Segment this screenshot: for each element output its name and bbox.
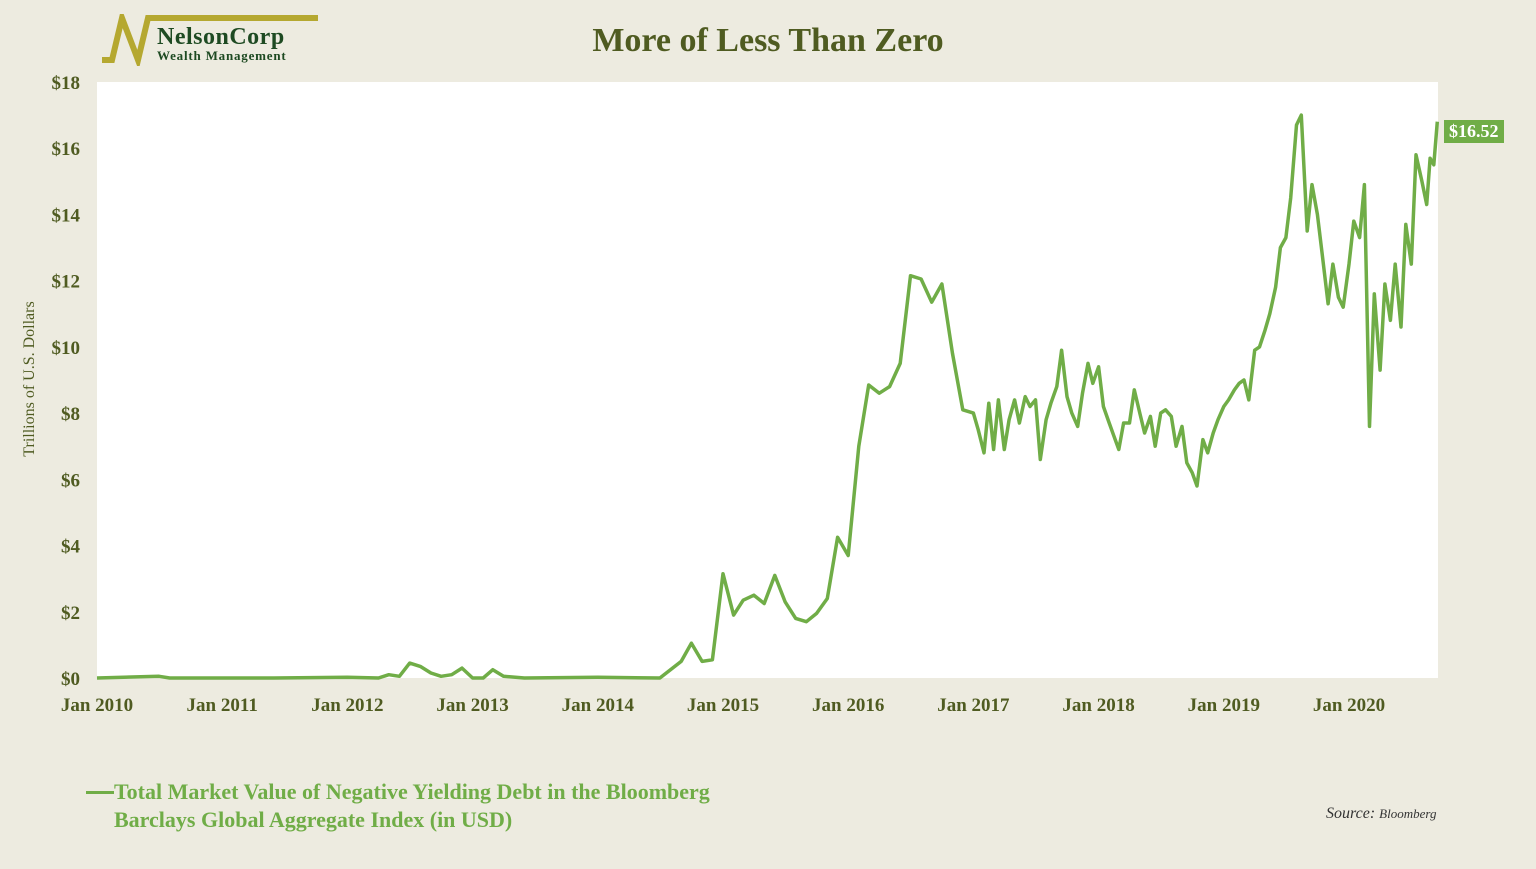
x-tick-label: Jan 2014 xyxy=(562,695,635,716)
x-tick-label: Jan 2011 xyxy=(187,695,258,716)
legend-label: Total Market Value of Negative Yielding … xyxy=(114,779,710,832)
y-tick-label: $8 xyxy=(61,404,80,425)
end-value-label: $16.52 xyxy=(1444,120,1504,143)
x-tick-label: Jan 2019 xyxy=(1188,695,1260,716)
y-tick-label: $6 xyxy=(61,470,80,491)
x-tick-label: Jan 2017 xyxy=(937,695,1010,716)
legend: Total Market Value of Negative Yielding … xyxy=(86,778,794,834)
x-tick-label: Jan 2016 xyxy=(812,695,884,716)
series-line xyxy=(96,113,1440,680)
y-tick-label: $16 xyxy=(52,139,81,160)
chart-title: More of Less Than Zero xyxy=(592,22,944,59)
y-tick-label: $4 xyxy=(61,537,81,558)
logo-name: NelsonCorp xyxy=(157,24,285,50)
x-tick-label: Jan 2013 xyxy=(436,695,508,716)
y-tick-label: $0 xyxy=(61,669,80,690)
x-tick-label: Jan 2010 xyxy=(61,695,133,716)
y-tick-label: $12 xyxy=(52,272,81,293)
logo-subtitle: Wealth Management xyxy=(157,48,287,63)
legend-swatch xyxy=(86,791,114,794)
y-tick-label: $14 xyxy=(52,205,81,226)
source-value: Bloomberg xyxy=(1379,806,1437,821)
source-label: Source: xyxy=(1326,805,1376,822)
y-tick-label: $2 xyxy=(61,603,80,624)
y-tick-label: $18 xyxy=(52,73,81,94)
logo: NelsonCorp Wealth Management xyxy=(100,14,320,66)
x-tick-label: Jan 2015 xyxy=(687,695,759,716)
x-axis: Jan 2010 Jan 2011 Jan 2012 Jan 2013 Jan 2014… xyxy=(61,695,1385,716)
plot-area xyxy=(97,82,1438,678)
y-tick-label: $10 xyxy=(52,338,81,359)
logo-mark-icon xyxy=(102,14,318,66)
y-axis: $0 $2 $4 $6 $8 $10 $12 $14 $16 $18 xyxy=(52,73,81,690)
source-note: Source: Bloomberg xyxy=(1326,805,1436,823)
x-tick-label: Jan 2020 xyxy=(1313,695,1385,716)
y-axis-label: Trillions of U.S. Dollars xyxy=(21,301,38,457)
x-tick-label: Jan 2012 xyxy=(311,695,383,716)
x-tick-label: Jan 2018 xyxy=(1062,695,1134,716)
